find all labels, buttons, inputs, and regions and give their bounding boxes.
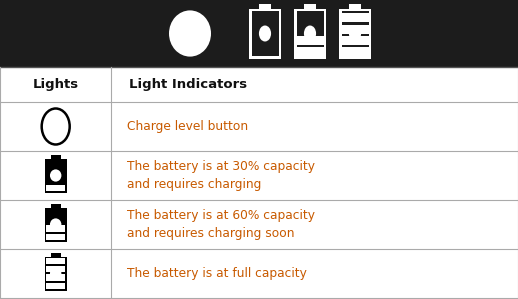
Ellipse shape bbox=[259, 25, 271, 42]
Bar bbox=[296, 47, 324, 56]
Bar bbox=[341, 11, 368, 56]
Bar bbox=[341, 36, 368, 45]
Bar bbox=[46, 266, 65, 272]
Bar bbox=[0, 0, 518, 67]
Bar bbox=[46, 283, 65, 289]
Bar bbox=[51, 155, 61, 158]
Bar bbox=[294, 8, 326, 59]
Bar bbox=[45, 158, 67, 193]
Text: Lights: Lights bbox=[33, 78, 79, 91]
Text: The battery is at 30% capacity
and requires charging: The battery is at 30% capacity and requi… bbox=[127, 160, 315, 191]
Text: The battery is at 60% capacity
and requires charging soon: The battery is at 60% capacity and requi… bbox=[127, 209, 315, 240]
Ellipse shape bbox=[304, 25, 316, 42]
Bar bbox=[252, 11, 279, 56]
Bar bbox=[341, 47, 368, 56]
Ellipse shape bbox=[50, 267, 62, 280]
Bar bbox=[249, 8, 281, 59]
Text: The battery is at full capacity: The battery is at full capacity bbox=[127, 267, 307, 280]
Bar bbox=[259, 4, 271, 8]
Bar bbox=[46, 258, 65, 264]
Bar bbox=[51, 253, 61, 257]
Text: Light Indicators: Light Indicators bbox=[130, 78, 248, 91]
Bar bbox=[341, 13, 368, 22]
Bar bbox=[339, 8, 371, 59]
Bar bbox=[51, 204, 61, 208]
Bar bbox=[45, 257, 67, 291]
Bar bbox=[341, 25, 368, 33]
Bar bbox=[46, 234, 65, 240]
Bar bbox=[45, 208, 67, 242]
Bar bbox=[46, 274, 65, 281]
Ellipse shape bbox=[169, 10, 211, 57]
Bar bbox=[296, 36, 324, 45]
Bar bbox=[296, 11, 324, 56]
Ellipse shape bbox=[349, 25, 361, 42]
Ellipse shape bbox=[50, 169, 62, 181]
Ellipse shape bbox=[41, 109, 70, 144]
Bar bbox=[304, 4, 316, 8]
Bar bbox=[46, 185, 65, 191]
Ellipse shape bbox=[50, 218, 62, 231]
Text: Charge level button: Charge level button bbox=[127, 120, 249, 133]
Bar bbox=[349, 4, 361, 8]
Bar bbox=[46, 225, 65, 232]
